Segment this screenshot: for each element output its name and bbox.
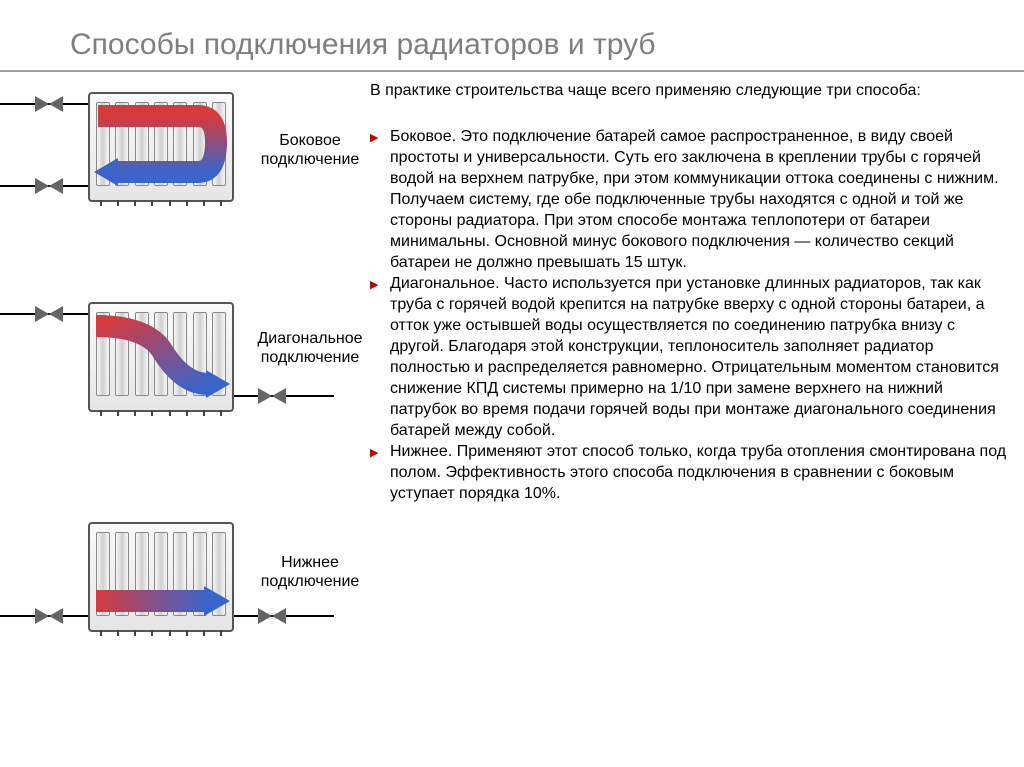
valve-icon xyxy=(35,178,65,194)
bullet-item: Боковое. Это подключение батарей самое р… xyxy=(370,126,1010,273)
intro-text: В практике строительства чаще всего прим… xyxy=(370,80,1010,101)
flow-arrow-icon xyxy=(88,522,234,632)
valve-icon xyxy=(258,388,288,404)
diagram-label: Нижнее подключение xyxy=(250,553,370,591)
flow-arrow-icon xyxy=(88,302,234,412)
flow-arrow-icon xyxy=(88,92,234,202)
diagram-label: Диагональное подключение xyxy=(245,329,375,367)
bullet-item: Диагональное. Часто используется при уст… xyxy=(370,273,1010,441)
title-underline xyxy=(0,70,1024,72)
valve-icon xyxy=(35,306,65,322)
valve-icon xyxy=(35,96,65,112)
diagram-label: Боковое подключение xyxy=(250,131,370,169)
bullet-item: Нижнее. Применяют этот способ только, ко… xyxy=(370,441,1010,504)
page-title: Способы подключения радиаторов и труб xyxy=(70,28,656,62)
valve-icon xyxy=(35,608,65,624)
valve-icon xyxy=(258,608,288,624)
bullet-list: Боковое. Это подключение батарей самое р… xyxy=(370,126,1010,504)
